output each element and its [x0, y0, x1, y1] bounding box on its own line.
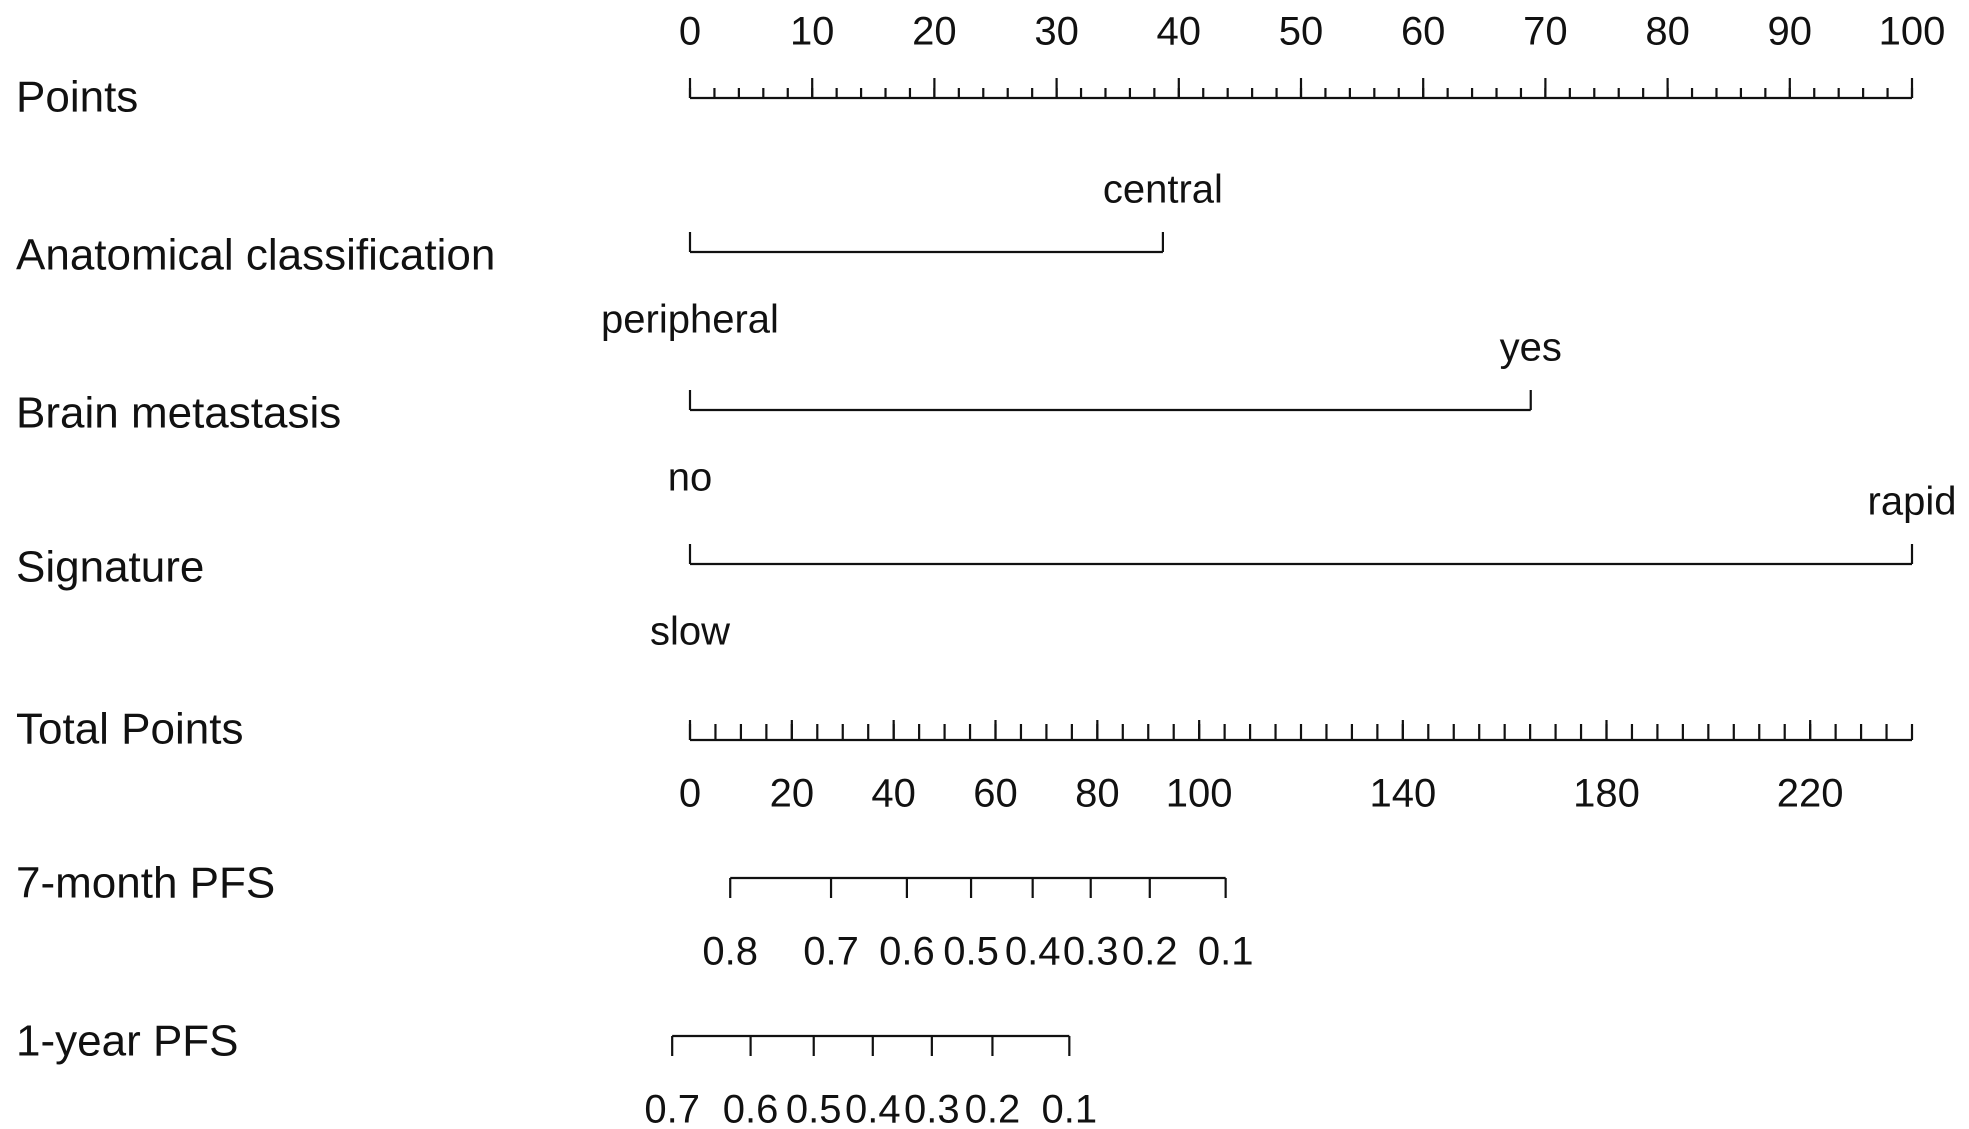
- tick-label: 60: [973, 772, 1018, 816]
- tick-label: 10: [790, 10, 835, 54]
- tick-label: 0.3: [904, 1088, 960, 1129]
- tick-label: 70: [1523, 10, 1568, 54]
- tick-label: 30: [1034, 10, 1079, 54]
- tick-label: 0.2: [1122, 930, 1178, 974]
- tick-label: 0.5: [943, 930, 999, 974]
- tick-label: 0.2: [965, 1088, 1021, 1129]
- row-label: Anatomical classification: [16, 231, 495, 280]
- tick-label: 80: [1645, 10, 1690, 54]
- level-label: central: [1103, 168, 1223, 212]
- tick-label: 0.4: [1005, 930, 1061, 974]
- level-label: slow: [650, 610, 730, 654]
- row-label: Brain metastasis: [16, 389, 341, 438]
- tick-label: 60: [1401, 10, 1446, 54]
- tick-label: 0.8: [702, 930, 758, 974]
- row-label: Total Points: [16, 705, 243, 754]
- tick-label: 220: [1777, 772, 1844, 816]
- tick-label: 40: [1157, 10, 1202, 54]
- level-label: yes: [1500, 326, 1562, 370]
- tick-label: 20: [770, 772, 815, 816]
- row-label: 7-month PFS: [16, 859, 275, 908]
- tick-label: 180: [1573, 772, 1640, 816]
- tick-label: 0.1: [1042, 1088, 1098, 1129]
- tick-label: 20: [912, 10, 957, 54]
- tick-label: 0.3: [1063, 930, 1119, 974]
- tick-label: 100: [1166, 772, 1233, 816]
- tick-label: 0.1: [1198, 930, 1254, 974]
- tick-label: 0.5: [786, 1088, 842, 1129]
- tick-label: 80: [1075, 772, 1120, 816]
- tick-label: 0: [679, 772, 701, 816]
- level-label: rapid: [1868, 480, 1957, 524]
- tick-label: 50: [1279, 10, 1324, 54]
- tick-label: 40: [871, 772, 916, 816]
- tick-label: 0.7: [644, 1088, 700, 1129]
- level-label: no: [668, 456, 713, 500]
- tick-label: 0.6: [723, 1088, 779, 1129]
- row-label: 1-year PFS: [16, 1017, 239, 1066]
- tick-label: 100: [1879, 10, 1946, 54]
- row-label: Signature: [16, 543, 204, 592]
- tick-label: 90: [1768, 10, 1813, 54]
- level-label: peripheral: [601, 298, 779, 342]
- tick-label: 0.6: [879, 930, 935, 974]
- row-label: Points: [16, 73, 138, 122]
- tick-label: 0.4: [845, 1088, 901, 1129]
- tick-label: 0: [679, 10, 701, 54]
- tick-label: 0.7: [803, 930, 859, 974]
- tick-label: 140: [1369, 772, 1436, 816]
